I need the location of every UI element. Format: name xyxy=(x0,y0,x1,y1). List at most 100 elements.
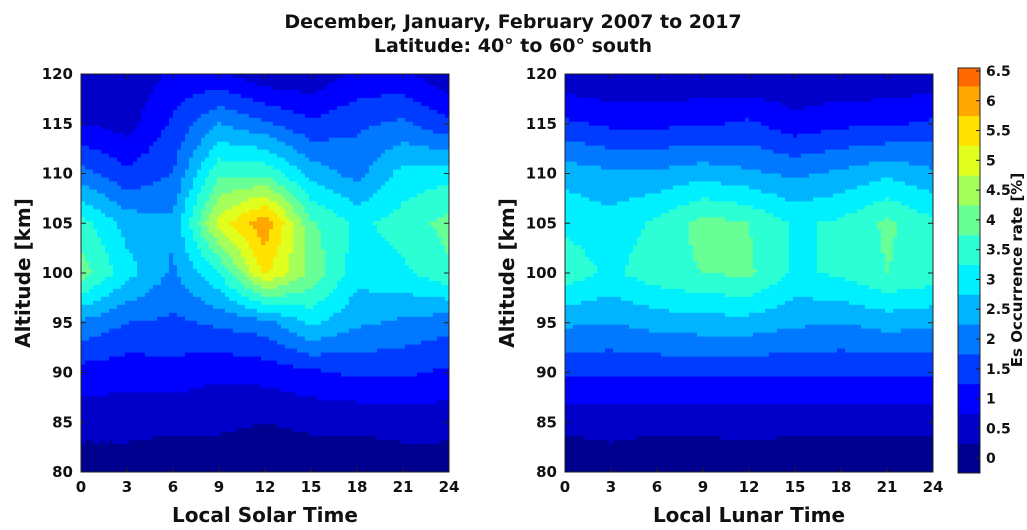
solar-heat-cell xyxy=(149,225,154,230)
solar-heat-cell xyxy=(217,141,222,147)
solar-heat-cell xyxy=(113,101,118,107)
solar-heat-cell xyxy=(145,241,150,246)
solar-heat-cell xyxy=(381,225,386,230)
solar-heat-cell xyxy=(149,97,154,103)
solar-heat-cell xyxy=(341,217,346,222)
solar-heat-cell xyxy=(129,145,134,151)
solar-heat-cell xyxy=(433,109,438,115)
solar-heat-cell xyxy=(305,197,310,202)
solar-heat-cell xyxy=(281,201,286,206)
solar-heat-cell xyxy=(325,133,330,139)
solar-heat-cell xyxy=(357,145,362,151)
solar-heat-cell xyxy=(429,201,434,206)
solar-heat-cell xyxy=(241,149,246,155)
solar-heat-cell xyxy=(209,253,214,258)
solar-heat-cell xyxy=(125,209,130,214)
solar-heat-cell xyxy=(153,145,158,151)
solar-heat-cell xyxy=(249,245,254,250)
solar-heat-cell xyxy=(249,229,254,234)
solar-heat-cell xyxy=(285,173,290,179)
solar-heat-cell xyxy=(429,161,434,167)
solar-heat-cell xyxy=(241,105,246,111)
solar-heat-cell xyxy=(125,249,130,254)
solar-heat-cell xyxy=(333,157,338,163)
solar-heat-cell xyxy=(325,249,330,254)
solar-heat-cell xyxy=(365,105,370,111)
solar-heat-cell xyxy=(329,245,334,250)
solar-heat-cell xyxy=(413,149,418,155)
solar-heat-cell xyxy=(157,253,162,258)
solar-heat-cell xyxy=(433,193,438,198)
solar-heat-cell xyxy=(309,265,314,270)
solar-heat-cell xyxy=(121,85,126,91)
solar-heat-cell xyxy=(205,117,210,123)
solar-heat-cell xyxy=(301,121,306,127)
solar-heat-cell xyxy=(109,117,114,123)
solar-heat-cell xyxy=(157,141,162,147)
solar-heat-cell xyxy=(225,284,230,290)
solar-heat-cell xyxy=(397,201,402,206)
solar-heat-cell xyxy=(241,237,246,242)
solar-heat-cell xyxy=(193,280,198,286)
solar-heat-cell xyxy=(289,217,294,222)
solar-heat-cell xyxy=(117,81,122,87)
solar-heat-cell xyxy=(205,221,210,226)
solar-heat-cell xyxy=(141,269,146,274)
solar-heat-cell xyxy=(401,173,406,179)
solar-heat-cell xyxy=(277,193,282,198)
solar-heat-cell xyxy=(141,141,146,147)
solar-heat-cell xyxy=(297,105,302,111)
solar-heat-cell xyxy=(81,276,86,282)
solar-heat-cell xyxy=(429,77,434,83)
solar-heat-cell xyxy=(297,113,302,119)
solar-heat-cell xyxy=(173,257,178,262)
solar-heat-cell xyxy=(205,101,210,107)
solar-heat-cell xyxy=(273,221,278,226)
solar-heat-cell xyxy=(113,125,118,131)
solar-heat-cell xyxy=(137,253,142,258)
solar-heat-cell xyxy=(413,81,418,87)
solar-heat-cell xyxy=(173,97,178,103)
solar-heat-cell xyxy=(397,169,402,175)
solar-heat-cell xyxy=(401,89,406,95)
solar-heat-cell xyxy=(409,241,414,246)
solar-heat-cell xyxy=(437,273,442,278)
solar-heat-cell xyxy=(321,284,326,290)
solar-heat-cell xyxy=(141,109,146,115)
solar-heat-cell xyxy=(109,169,114,175)
solar-heat-cell xyxy=(89,213,94,218)
solar-heat-cell xyxy=(345,261,350,266)
solar-heat-cell xyxy=(101,185,106,191)
solar-heat-cell xyxy=(201,217,206,222)
solar-heat-cell xyxy=(401,109,406,115)
solar-heat-cell xyxy=(445,101,449,107)
solar-heat-cell xyxy=(101,81,106,87)
solar-heat-cell xyxy=(149,280,154,286)
solar-heat-cell xyxy=(225,177,230,183)
solar-heat-cell xyxy=(353,137,358,143)
solar-heat-cell xyxy=(377,161,382,167)
solar-heat-cell xyxy=(133,77,138,83)
solar-heat-cell xyxy=(121,288,126,294)
solar-heat-cell xyxy=(285,221,290,226)
solar-heat-cell xyxy=(397,177,402,183)
solar-heat-cell xyxy=(89,189,94,194)
solar-heat-cell xyxy=(213,221,218,226)
solar-heat-cell xyxy=(93,145,98,151)
solar-heat-cell xyxy=(133,229,138,234)
solar-heat-cell xyxy=(145,101,150,107)
solar-heat-cell xyxy=(185,229,190,234)
solar-heat-cell xyxy=(185,273,190,278)
solar-heat-cell xyxy=(209,185,214,191)
solar-heat-cell xyxy=(393,241,398,246)
solar-heat-cell xyxy=(441,189,446,194)
solar-heat-cell xyxy=(177,181,182,187)
solar-heat-cell xyxy=(237,280,242,286)
solar-heat-cell xyxy=(157,241,162,246)
solar-heat-cell xyxy=(225,125,230,131)
solar-heat-cell xyxy=(281,93,286,99)
solar-heat-cell xyxy=(169,121,174,127)
solar-heat-cell xyxy=(373,209,378,214)
solar-heat-cell xyxy=(265,225,270,230)
solar-heat-cell xyxy=(257,165,262,171)
